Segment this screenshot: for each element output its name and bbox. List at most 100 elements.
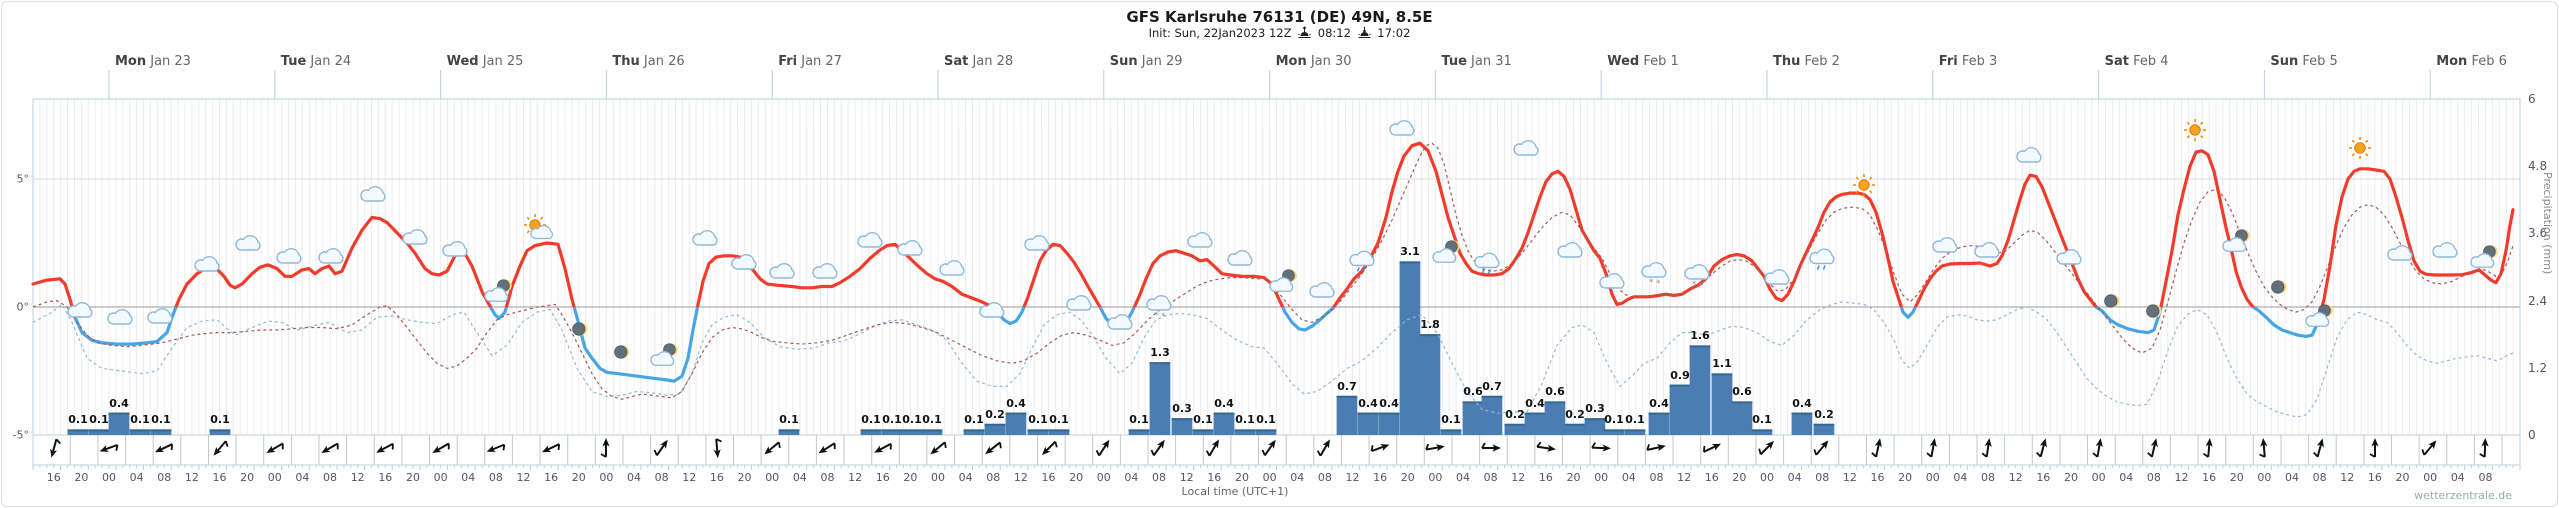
day-label: Mon Feb 6	[2436, 54, 2507, 69]
time-label: 16	[2036, 471, 2051, 484]
precip-bar-top	[1462, 401, 1484, 404]
moon-cloud-icon	[2222, 228, 2252, 258]
precipitation-axis-title: Precipitation (mm)	[2541, 172, 2554, 275]
day-label: Wed Jan 25	[446, 54, 524, 69]
wind-arrow	[1091, 435, 1117, 465]
sun-icon	[2346, 134, 2374, 166]
precip-bar-top	[1357, 412, 1379, 415]
precip-value: 3.1	[1400, 245, 1420, 259]
time-label: 12	[1179, 471, 1194, 484]
bottom-axis-ticks	[32, 465, 2521, 470]
precip-bar	[1544, 401, 1566, 435]
day-label: Sat Jan 28	[943, 54, 1014, 69]
cloud-icon	[401, 228, 429, 250]
precip-value: 0.1	[1441, 413, 1461, 427]
precip-bar-top	[1234, 429, 1256, 432]
day-label: Thu Jan 26	[612, 54, 685, 69]
precip-bar	[129, 429, 151, 435]
cloud-icon	[1226, 249, 1254, 271]
precip-value: 0.1	[130, 413, 150, 427]
time-label: 16	[544, 471, 559, 484]
day-label: Tue Jan 24	[280, 54, 352, 69]
sunrise-icon	[1298, 26, 1311, 42]
precip-bar-top	[1005, 412, 1027, 415]
precip-bar	[67, 429, 89, 435]
precip-bar-top	[1689, 345, 1711, 348]
wind-arrow	[2251, 435, 2277, 465]
time-label: 08	[1317, 471, 1332, 484]
time-label: 20	[1898, 471, 1913, 484]
precip-axis-label: 1.2	[2528, 360, 2548, 375]
hour-gridlines	[32, 99, 2521, 435]
precip-value: 0.6	[1463, 385, 1483, 399]
svg-text:*: *	[1699, 281, 1704, 289]
precip-value: 0.1	[861, 413, 881, 427]
precip-value: 1.8	[1420, 318, 1440, 332]
wind-arrow	[814, 435, 840, 465]
precip-bar	[1791, 412, 1813, 435]
time-label: 16	[2202, 471, 2217, 484]
precip-bar-top	[1544, 401, 1566, 404]
wind-arrow	[317, 435, 343, 465]
wind-arrow	[1699, 435, 1725, 465]
precip-bar-top	[901, 429, 923, 432]
precip-value: 0.1	[1235, 413, 1255, 427]
precip-bar	[1005, 412, 1027, 435]
wind-arrow	[2417, 435, 2443, 465]
precip-value: 0.1	[210, 413, 230, 427]
day-label: Fri Feb 3	[1938, 54, 1998, 69]
time-label: 08	[654, 471, 669, 484]
precip-value: 0.1	[964, 413, 984, 427]
precip-value: 1.6	[1690, 329, 1710, 343]
precip-bar-top	[1624, 429, 1646, 432]
precip-bar	[1234, 429, 1256, 435]
precip-value: 0.4	[1358, 396, 1378, 410]
sun-cloud-icon	[523, 213, 555, 245]
time-label: 00	[2423, 471, 2438, 484]
cloud-icon	[896, 239, 924, 261]
temperature-curve-below-zero	[70, 307, 2324, 383]
cloud-snow-icon: * *	[1683, 263, 1711, 293]
time-label: 20	[571, 471, 586, 484]
cloud-icon	[978, 301, 1006, 323]
precip-bar-top	[1440, 429, 1462, 432]
cloud-icon	[1973, 241, 2001, 263]
time-label: 04	[1456, 471, 1471, 484]
time-label: 12	[2008, 471, 2023, 484]
precip-bar	[1584, 418, 1606, 435]
wind-arrow	[1478, 435, 1504, 465]
precip-value: 0.7	[1337, 379, 1357, 393]
precip-bar	[1751, 429, 1773, 435]
cloud-icon	[441, 240, 469, 262]
precip-bar	[921, 429, 943, 435]
time-label: 00	[1594, 471, 1609, 484]
time-label: 04	[1621, 471, 1636, 484]
wind-arrow	[649, 435, 675, 465]
precip-value: 0.1	[902, 413, 922, 427]
precip-value: 0.1	[1752, 413, 1772, 427]
time-label: 08	[157, 471, 172, 484]
cloud-icon	[811, 262, 839, 284]
time-label: 16	[212, 471, 227, 484]
precip-bar-top	[1603, 429, 1625, 432]
precip-bar-top	[88, 429, 110, 432]
time-label: 08	[986, 471, 1001, 484]
time-label: 12	[682, 471, 697, 484]
day-label: Sat Feb 4	[2104, 54, 2169, 69]
precip-bar-top	[108, 412, 130, 415]
moon-icon	[2145, 303, 2163, 323]
temp-axis-label: -5°	[12, 428, 29, 442]
wind-arrow	[1754, 435, 1780, 465]
precip-bar-top	[1128, 429, 1150, 432]
moon-icon	[613, 344, 631, 364]
time-label: 16	[1870, 471, 1885, 484]
time-label: 20	[1566, 471, 1581, 484]
cloud-icon	[1598, 272, 1626, 294]
cloud-icon	[2015, 146, 2043, 168]
precip-bar-top	[1481, 395, 1503, 398]
precip-bar-top	[1171, 418, 1193, 421]
svg-text:*: *	[1649, 278, 1654, 287]
cloud-icon	[1512, 139, 1540, 161]
precip-bar	[1624, 429, 1646, 435]
